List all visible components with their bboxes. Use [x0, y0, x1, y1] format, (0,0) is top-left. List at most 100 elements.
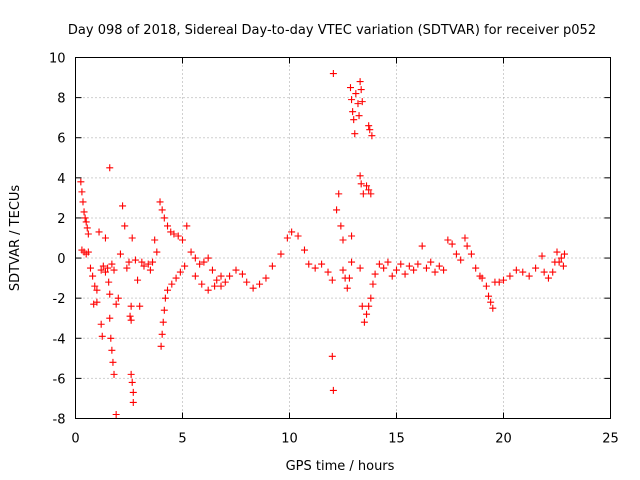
data-point [410, 266, 418, 274]
data-point [213, 276, 221, 284]
data-point [358, 98, 366, 106]
y-tick-label: 2 [57, 212, 65, 227]
data-point [125, 258, 133, 266]
x-axis-tick-labels: 0 5 10 15 20 25 [71, 432, 618, 447]
data-point [457, 256, 465, 264]
data-point [81, 214, 89, 222]
data-point [243, 278, 251, 286]
y-tick-label: 8 [57, 92, 65, 107]
data-point [79, 198, 87, 206]
data-point [159, 318, 167, 326]
data-point [560, 250, 568, 258]
data-point [256, 280, 264, 288]
data-point [532, 264, 540, 272]
data-point [91, 282, 99, 290]
data-point [110, 266, 118, 274]
data-point [221, 278, 229, 286]
y-tick-label: 0 [57, 252, 65, 267]
data-point [80, 208, 88, 216]
data-point [339, 266, 347, 274]
data-point [356, 78, 364, 86]
data-point [157, 342, 165, 350]
data-point [489, 304, 497, 312]
data-point [431, 268, 439, 276]
data-point [371, 270, 379, 278]
data-point [277, 250, 285, 258]
data-point [89, 272, 97, 280]
data-point [127, 316, 135, 324]
data-point [104, 264, 112, 272]
data-point [83, 224, 91, 232]
data-point [380, 264, 388, 272]
data-point [168, 280, 176, 288]
data-point [86, 264, 94, 272]
data-point [136, 302, 144, 310]
data-point [318, 260, 326, 268]
data-point [351, 130, 359, 138]
data-point [119, 202, 127, 210]
data-point [358, 302, 366, 310]
data-point [366, 126, 374, 134]
data-point [540, 268, 548, 276]
data-point [128, 234, 136, 242]
data-point [355, 112, 363, 120]
data-point [452, 250, 460, 258]
data-point [95, 228, 103, 236]
data-point [131, 256, 139, 264]
data-point [414, 260, 422, 268]
data-point [112, 410, 120, 418]
data-point [172, 274, 180, 282]
x-tick-label: 20 [495, 432, 512, 447]
data-point [482, 282, 490, 290]
data-point [329, 386, 337, 394]
data-point [129, 388, 137, 396]
data-point [208, 266, 216, 274]
x-tick-label: 5 [178, 432, 186, 447]
data-point [232, 266, 240, 274]
data-point [93, 298, 101, 306]
data-point [384, 258, 392, 266]
data-point [365, 122, 373, 130]
data-point [121, 222, 129, 230]
data-point [140, 262, 148, 270]
data-point [500, 276, 507, 284]
data-point [506, 272, 514, 280]
data-point [337, 222, 345, 230]
data-point [204, 254, 212, 262]
data-point [116, 250, 124, 258]
data-point [350, 116, 358, 124]
data-point [99, 262, 107, 270]
data-point [559, 262, 567, 270]
data-point [363, 182, 371, 190]
data-point [311, 264, 319, 272]
data-point [335, 190, 343, 198]
data-point [324, 268, 332, 276]
data-point [487, 298, 495, 306]
data-point [333, 206, 341, 214]
data-point [158, 330, 166, 338]
x-tick-label: 0 [71, 432, 79, 447]
data-point [348, 96, 356, 104]
y-axis-label: SDTVAR / TECUs [8, 185, 23, 292]
x-axis-label: GPS time / hours [286, 459, 395, 474]
data-point [288, 228, 296, 236]
data-point [440, 266, 448, 274]
y-tick-label: -2 [53, 292, 66, 307]
data-point [401, 270, 409, 278]
data-point [238, 270, 246, 278]
data-point [129, 398, 137, 406]
data-point [365, 186, 373, 194]
data-point [153, 248, 161, 256]
data-point [461, 234, 469, 242]
data-point [108, 260, 116, 268]
y-tick-label: -8 [53, 413, 66, 428]
data-point [367, 294, 375, 302]
data-point [268, 262, 276, 270]
data-point [365, 302, 373, 310]
data-point [217, 272, 225, 280]
data-point [93, 286, 101, 294]
data-point [101, 234, 109, 242]
data-point [97, 320, 105, 328]
data-point [345, 274, 353, 282]
